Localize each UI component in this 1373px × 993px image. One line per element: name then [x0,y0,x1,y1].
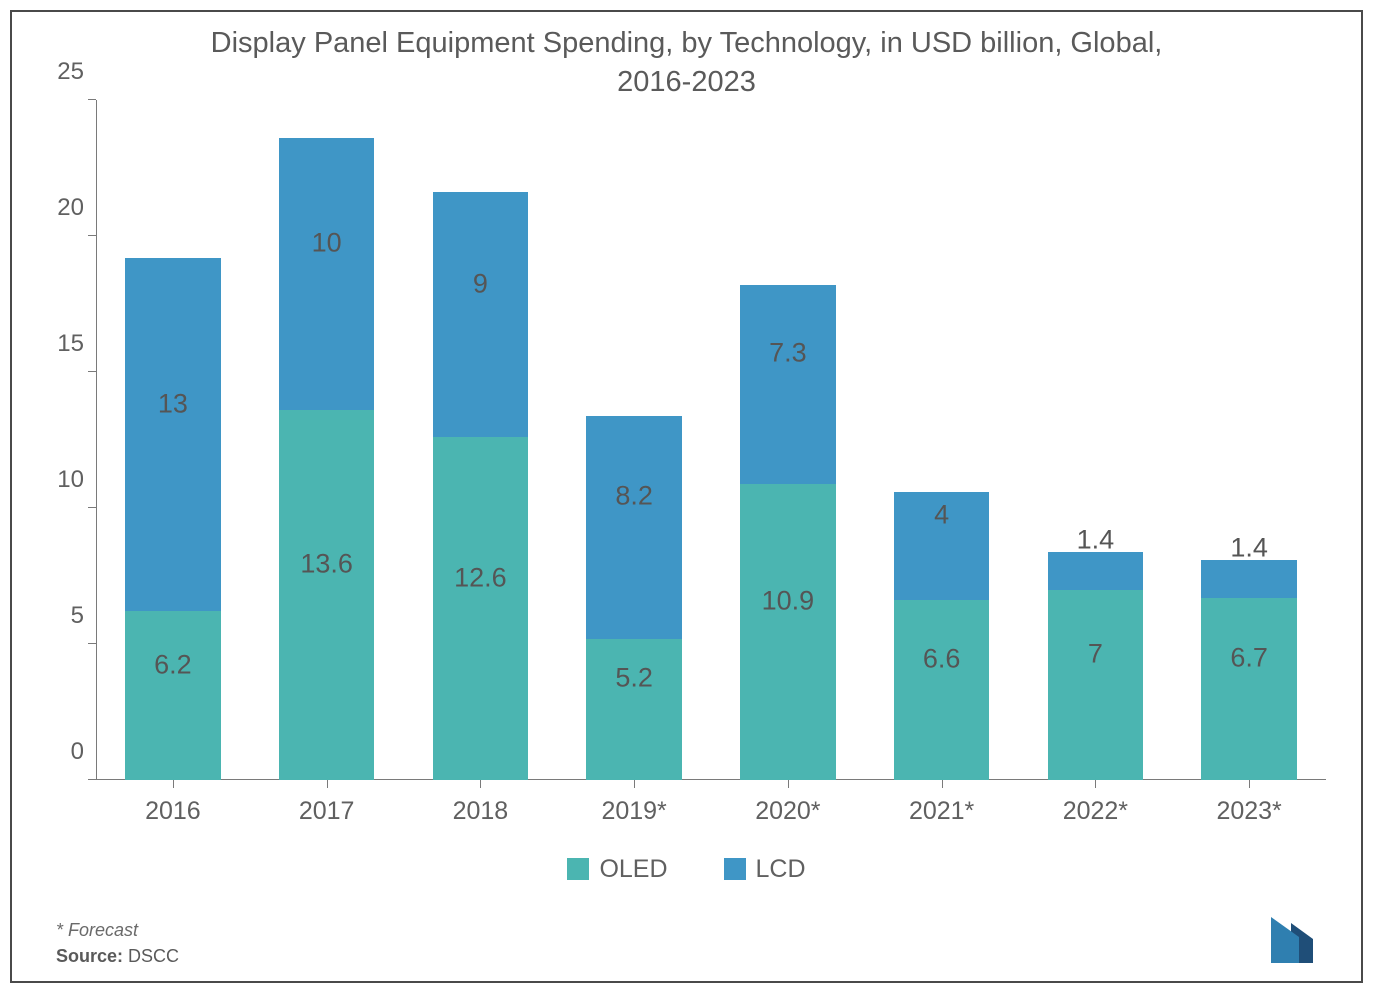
x-tick-label: 2017 [299,797,355,826]
x-tick-label: 2021* [909,797,974,826]
bar-value-label: 13.6 [279,549,374,580]
x-tick-label: 2022* [1063,797,1128,826]
bar-segment-oled [433,437,528,780]
bar-segment-oled [1048,590,1143,780]
bar-segment-lcd [586,416,681,639]
bar-value-label: 10 [279,228,374,259]
bar-segment-oled [125,611,220,780]
bar-value-label: 10.9 [740,585,835,616]
bar-value-label: 12.6 [433,562,528,593]
source-value: DSCC [128,946,179,966]
legend-swatch [724,858,746,880]
x-tick [173,780,174,788]
bar-segment-lcd [279,138,374,410]
bar-segment-oled [1201,598,1296,780]
y-tick-label: 20 [40,194,84,222]
bar-segment-oled [894,600,989,780]
bar-segment-oled [586,639,681,780]
bar-value-label: 6.6 [894,644,989,675]
x-tick [634,780,635,788]
bar-segment-lcd [1201,560,1296,598]
x-tick-label: 2020* [755,797,820,826]
legend-item-oled: OLED [567,855,667,884]
legend-swatch [567,858,589,880]
chart-title: Display Panel Equipment Spending, by Tec… [12,24,1361,102]
y-tick [88,643,96,644]
y-tick [88,99,96,100]
x-tick [942,780,943,788]
bar-value-label: 8.2 [586,481,681,512]
forecast-footnote: * Forecast [56,920,138,941]
y-axis [96,100,97,780]
bar-segment-lcd [125,258,220,612]
legend-item-lcd: LCD [724,855,806,884]
y-tick [88,371,96,372]
bar-segment-oled [740,484,835,780]
bar-value-label: 5.2 [586,663,681,694]
x-tick [327,780,328,788]
x-tick [1249,780,1250,788]
x-tick [1095,780,1096,788]
bar-value-label: 9 [433,268,528,299]
x-tick-label: 2016 [145,797,201,826]
y-tick [88,779,96,780]
plot-area: 051015202520166.213201713.610201812.6920… [96,100,1326,780]
y-tick-label: 0 [40,738,84,766]
source-line: Source: DSCC [56,946,179,967]
bar-value-label: 7.3 [740,338,835,369]
brand-logo [1263,917,1335,963]
x-tick-label: 2019* [601,797,666,826]
bar-value-label: 6.2 [125,649,220,680]
bar-segment-oled [279,410,374,780]
source-label: Source: [56,946,123,966]
chart-frame: Display Panel Equipment Spending, by Tec… [10,10,1363,983]
bar-value-label: 6.7 [1201,642,1296,673]
y-tick [88,235,96,236]
bar-value-label: 1.4 [1201,532,1296,563]
legend-label: OLED [599,855,667,884]
bar-segment-lcd [1048,552,1143,590]
y-tick [88,507,96,508]
y-tick-label: 15 [40,330,84,358]
x-tick [480,780,481,788]
legend-label: LCD [756,855,806,884]
y-tick-label: 5 [40,602,84,630]
y-tick-label: 25 [40,58,84,86]
bar-segment-lcd [433,192,528,437]
bar-value-label: 7 [1048,638,1143,669]
bar-segment-lcd [740,285,835,484]
bar-value-label: 4 [894,500,989,531]
x-tick-label: 2023* [1216,797,1281,826]
bar-value-label: 1.4 [1048,524,1143,555]
legend: OLED LCD [12,855,1361,888]
x-tick [788,780,789,788]
x-tick-label: 2018 [453,797,509,826]
bar-value-label: 13 [125,388,220,419]
y-tick-label: 10 [40,466,84,494]
